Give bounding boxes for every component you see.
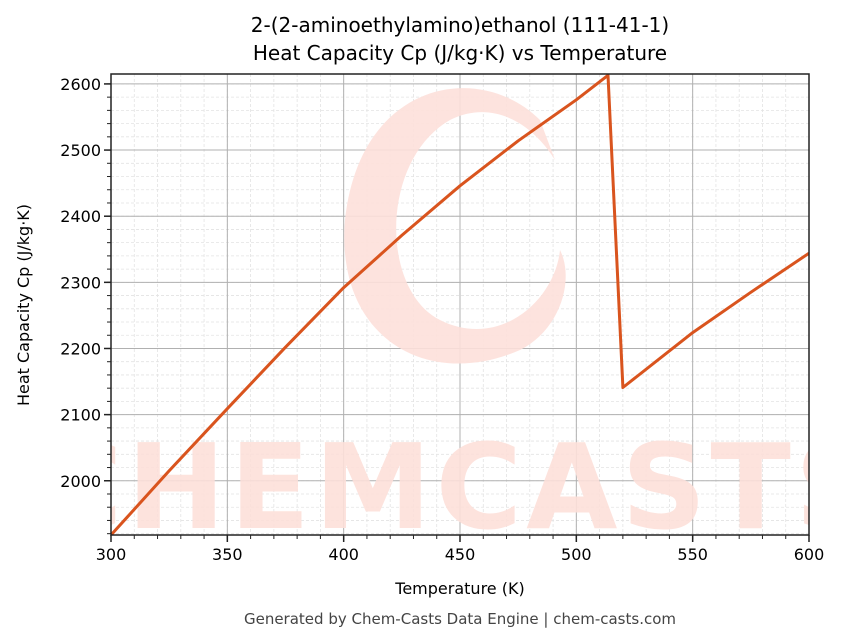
x-tick-label: 350 [212, 545, 243, 564]
plot-area: CHEMCASTS 300 350 400 450 500 550 600 2000 2100… [36, 73, 843, 564]
y-axis-label: Heat Capacity Cp (J/kg·K) [14, 204, 33, 406]
chart-title-line1: 2-(2-aminoethylamino)ethanol (111-41-1) [251, 13, 669, 37]
data-series-line [111, 74, 809, 535]
x-tick-label: 550 [677, 545, 708, 564]
y-tick-labels: 2000 2100 2200 2300 2400 2500 2600 [60, 75, 101, 491]
y-tick-label: 2200 [60, 339, 101, 358]
major-grid [110, 74, 810, 535]
y-tick-label: 2000 [60, 472, 101, 491]
x-tick-labels: 300 350 400 450 500 550 600 [96, 545, 825, 564]
footer-credit: Generated by Chem-Casts Data Engine | ch… [244, 610, 676, 628]
x-tick-label: 300 [96, 545, 127, 564]
x-tick-label: 400 [328, 545, 359, 564]
chart-title-line2: Heat Capacity Cp (J/kg·K) vs Temperature [253, 41, 667, 65]
y-tick-label: 2300 [60, 273, 101, 292]
watermark: CHEMCASTS [36, 88, 843, 556]
x-tick-label: 600 [794, 545, 825, 564]
x-tick-label: 500 [561, 545, 592, 564]
y-tick-label: 2600 [60, 75, 101, 94]
y-tick-label: 2100 [60, 406, 101, 425]
x-tick-label: 450 [445, 545, 476, 564]
watermark-logo-c [344, 88, 566, 364]
axis-ticks [104, 83, 810, 542]
y-tick-label: 2500 [60, 141, 101, 160]
x-axis-label: Temperature (K) [394, 579, 524, 598]
watermark-text: CHEMCASTS [36, 418, 843, 556]
y-tick-label: 2400 [60, 207, 101, 226]
